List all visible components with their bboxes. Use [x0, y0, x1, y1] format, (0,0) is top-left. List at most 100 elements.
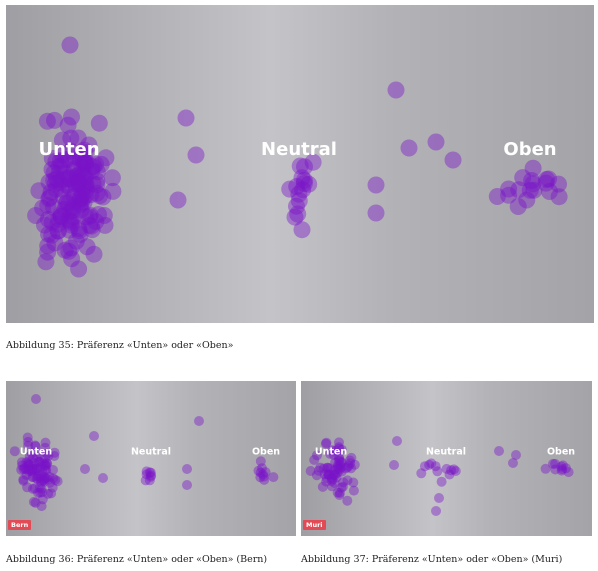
data-point-unten	[76, 144, 94, 162]
data-point-oben	[518, 191, 536, 209]
data-point-unten	[81, 216, 98, 234]
data-point-unten	[45, 198, 62, 216]
data-point-unten	[321, 473, 332, 484]
data-point-neutral	[144, 475, 155, 486]
data-point-unten	[53, 156, 71, 174]
chart-bern-svg: Unten Neutral Oben	[9, 394, 280, 512]
data-point-neutral	[446, 465, 457, 476]
data-point-unten	[56, 241, 74, 259]
data-point-unten	[52, 208, 70, 225]
data-point-unten	[40, 225, 58, 243]
data-point-between	[387, 81, 405, 99]
data-point-unten	[320, 438, 331, 449]
data-point-neutral	[426, 458, 437, 469]
data-point-unten	[313, 465, 324, 476]
data-point-unten	[46, 488, 57, 499]
data-point-unten	[74, 151, 92, 169]
data-point-unten	[42, 183, 60, 201]
data-point-unten	[61, 178, 78, 196]
data-point-unten	[21, 464, 32, 475]
data-point-oben	[561, 463, 571, 474]
data-point-unten	[330, 470, 341, 480]
data-point-between	[61, 36, 79, 54]
data-point-unten	[37, 467, 48, 478]
data-point-oben	[538, 171, 556, 188]
data-point-unten	[309, 454, 320, 465]
data-point-unten	[48, 170, 65, 188]
data-point-unten	[71, 189, 89, 207]
data-point-unten	[334, 453, 345, 464]
data-point-unten	[43, 161, 61, 178]
data-point-unten	[45, 477, 55, 488]
data-point-oben	[260, 467, 271, 478]
data-point-unten	[55, 188, 72, 206]
data-point-between	[187, 146, 205, 164]
data-point-unten	[332, 467, 343, 478]
data-point-unten	[50, 164, 68, 182]
data-point-neutral	[289, 205, 307, 223]
data-point-unten	[67, 232, 85, 250]
data-point-unten	[31, 463, 41, 474]
data-point-unten	[71, 196, 89, 214]
data-point-unten	[58, 193, 76, 211]
data-point-unten	[78, 238, 96, 256]
data-point-unten	[73, 185, 91, 203]
data-point-unten	[77, 155, 95, 173]
data-point-unten	[76, 187, 94, 205]
data-point-unten	[62, 213, 80, 231]
data-point-neutral	[290, 185, 308, 203]
data-point-unten	[31, 473, 42, 484]
data-point-unten	[319, 469, 330, 480]
data-point-unten	[88, 184, 106, 202]
data-point-neutral	[419, 461, 430, 472]
data-point-unten	[17, 460, 28, 471]
data-point-unten	[43, 149, 61, 167]
data-point-unten	[45, 171, 63, 189]
data-point-unten	[39, 471, 50, 482]
data-point-unten	[77, 180, 95, 198]
data-point-unten	[342, 495, 353, 506]
data-point-unten	[103, 169, 121, 187]
data-point-unten	[43, 226, 61, 244]
data-point-unten	[49, 447, 60, 458]
data-point-between	[182, 464, 192, 474]
data-point-unten	[75, 179, 93, 197]
data-point-neutral	[293, 169, 311, 187]
data-point-unten	[344, 455, 355, 466]
data-point-unten	[327, 481, 337, 492]
data-point-unten	[71, 226, 89, 243]
data-point-unten	[16, 464, 27, 475]
data-point-unten	[39, 210, 57, 228]
data-point-unten	[23, 458, 34, 469]
data-point-unten	[70, 222, 88, 240]
data-point-between	[392, 436, 402, 446]
data-point-unten	[27, 465, 38, 476]
data-point-unten	[32, 471, 43, 482]
data-point-unten	[334, 437, 344, 448]
data-point-unten	[25, 465, 36, 476]
data-point-unten	[334, 443, 345, 454]
data-point-unten	[328, 470, 339, 481]
data-point-unten	[80, 136, 98, 154]
data-point-neutral	[444, 469, 455, 480]
data-point-unten	[74, 190, 92, 208]
data-point-oben	[253, 465, 264, 476]
data-point-unten	[43, 474, 54, 485]
data-point-unten	[305, 466, 316, 476]
data-point-unten	[315, 462, 326, 473]
data-point-between	[400, 139, 418, 157]
data-point-unten	[342, 462, 353, 473]
data-point-oben	[258, 469, 268, 480]
data-point-unten	[342, 475, 353, 486]
data-point-unten	[36, 469, 47, 480]
data-point-unten	[97, 149, 115, 167]
data-point-unten	[104, 182, 122, 200]
data-point-unten	[327, 445, 338, 456]
data-point-oben	[509, 198, 527, 215]
data-point-unten	[35, 487, 46, 498]
data-point-oben	[255, 472, 266, 483]
data-point-unten	[60, 221, 78, 239]
data-point-unten	[335, 459, 346, 470]
data-point-between	[511, 450, 521, 460]
data-point-oben	[548, 458, 558, 469]
